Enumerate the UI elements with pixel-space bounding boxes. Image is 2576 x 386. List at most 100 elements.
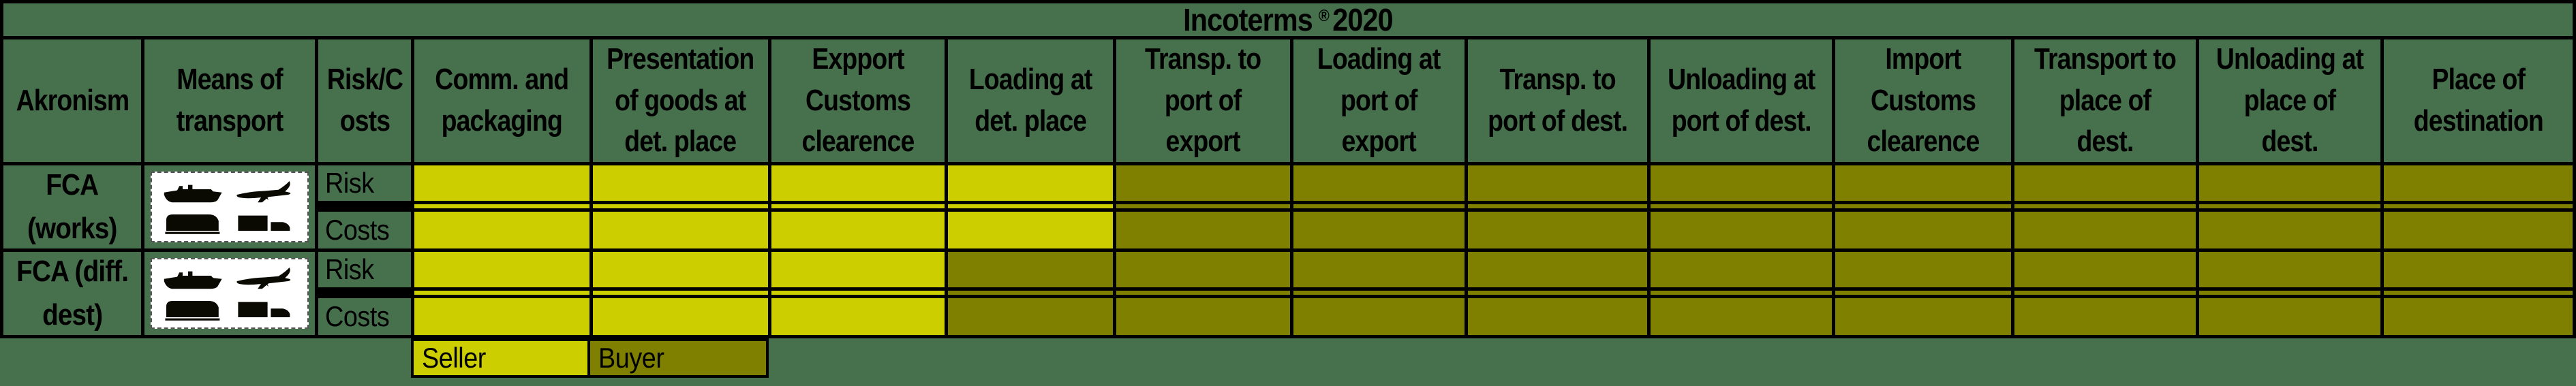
responsibility-cell (771, 165, 945, 201)
responsibility-cell (2199, 165, 2380, 201)
responsibility-cell (2014, 212, 2196, 248)
means-of-transport-image (151, 172, 309, 242)
column-header-risk-costs: Risk/C osts (318, 39, 411, 162)
responsibility-cell (1116, 165, 1290, 201)
plane-icon (236, 267, 290, 289)
responsibility-cell (948, 298, 1113, 335)
row-separator (1116, 291, 1290, 295)
column-header-presentation: Presentation of goods at det. place (593, 39, 768, 162)
row-label-fca-works: FCA (works) (3, 165, 141, 248)
row-separator (2384, 204, 2573, 208)
responsibility-cell (2199, 298, 2380, 335)
row-label-fca-diff-dest: FCA (diff. dest) (3, 252, 141, 335)
row-separator (2014, 291, 2196, 295)
risk-row-label: Risk (318, 252, 411, 287)
column-header-unloading-port-dest: Unloading at port of dest. (1651, 39, 1832, 162)
responsibility-cell (1293, 165, 1465, 201)
row-separator (771, 291, 945, 295)
title-text: Incoterms ® 2020 (1183, 3, 1394, 36)
row-separator (771, 204, 945, 208)
responsibility-cell (1116, 212, 1290, 248)
truck-icon (237, 215, 290, 231)
costs-row-label: Costs (318, 212, 411, 248)
responsibility-cell (1835, 298, 2011, 335)
column-header-means-of-transport: Means of transport (144, 39, 315, 162)
responsibility-cell (2384, 298, 2573, 335)
responsibility-cell (1116, 252, 1290, 287)
means-of-transport-image (151, 258, 309, 329)
responsibility-cell (2014, 252, 2196, 287)
ship-icon (164, 184, 222, 202)
row-separator (318, 204, 411, 208)
responsibility-cell (1835, 212, 2011, 248)
title-year: 2020 (1332, 3, 1393, 36)
row-separator (1835, 204, 2011, 208)
column-header-loading-port-export: Loading at port of export (1293, 39, 1465, 162)
row-separator (414, 291, 589, 295)
responsibility-cell (1651, 252, 1832, 287)
column-header-unloading-place-dest: Unloading at place of dest. (2199, 39, 2380, 162)
means-of-transport-cell (144, 252, 315, 335)
row-separator (948, 291, 1113, 295)
responsibility-cell (414, 165, 589, 201)
title-main: Incoterms (1183, 3, 1313, 36)
incoterms-table: Incoterms ® 2020 Akronism Means of transpo… (0, 0, 2576, 338)
truck-icon (237, 302, 290, 317)
means-of-transport-cell (144, 165, 315, 248)
responsibility-cell (414, 252, 589, 287)
responsibility-cell (2384, 212, 2573, 248)
responsibility-cell (593, 252, 768, 287)
responsibility-cell (1116, 298, 1290, 335)
responsibility-cell (1468, 298, 1647, 335)
row-separator (1468, 204, 1647, 208)
responsibility-cell (1468, 212, 1647, 248)
row-separator (948, 204, 1113, 208)
row-separator (1468, 291, 1647, 295)
legend-seller: Seller (411, 338, 590, 378)
responsibility-cell (948, 165, 1113, 201)
responsibility-cell (414, 212, 589, 248)
column-header-import-customs: Import Customs clearence (1835, 39, 2011, 162)
column-header-transp-port-export: Transp. to port of export (1116, 39, 1290, 162)
responsibility-cell (2384, 165, 2573, 201)
responsibility-cell (2199, 252, 2380, 287)
responsibility-cell (2199, 212, 2380, 248)
column-header-transp-port-dest: Transp. to port of dest. (1468, 39, 1647, 162)
plane-icon (236, 180, 290, 202)
responsibility-cell (948, 252, 1113, 287)
row-separator (318, 291, 411, 295)
registered-trademark-icon: ® (1318, 7, 1330, 25)
column-header-loading-det-place: Loading at det. place (948, 39, 1113, 162)
row-separator (2014, 204, 2196, 208)
responsibility-cell (1651, 165, 1832, 201)
responsibility-cell (1468, 165, 1647, 201)
responsibility-cell (1835, 252, 2011, 287)
responsibility-cell (1468, 252, 1647, 287)
responsibility-cell (593, 298, 768, 335)
row-separator (1293, 291, 1465, 295)
column-header-comm-packaging: Comm. and packaging (414, 39, 589, 162)
train-icon (164, 300, 219, 321)
responsibility-cell (2384, 252, 2573, 287)
column-header-export-customs: Expport Customs clearence (771, 39, 945, 162)
responsibility-cell (593, 212, 768, 248)
responsibility-cell (771, 212, 945, 248)
responsibility-cell (1835, 165, 2011, 201)
responsibility-cell (771, 252, 945, 287)
train-icon (164, 214, 219, 234)
row-separator (1116, 204, 1290, 208)
row-separator (1651, 204, 1832, 208)
row-separator (1651, 291, 1832, 295)
responsibility-cell (2014, 298, 2196, 335)
ship-icon (164, 271, 222, 289)
responsibility-cell (1293, 298, 1465, 335)
row-separator (414, 204, 589, 208)
responsibility-cell (414, 298, 589, 335)
responsibility-cell (1651, 212, 1832, 248)
responsibility-cell (1651, 298, 1832, 335)
column-header-place-destination: Place of destination (2384, 39, 2573, 162)
risk-row-label: Risk (318, 165, 411, 201)
responsibility-cell (771, 298, 945, 335)
responsibility-cell (1293, 252, 1465, 287)
row-separator (2199, 204, 2380, 208)
